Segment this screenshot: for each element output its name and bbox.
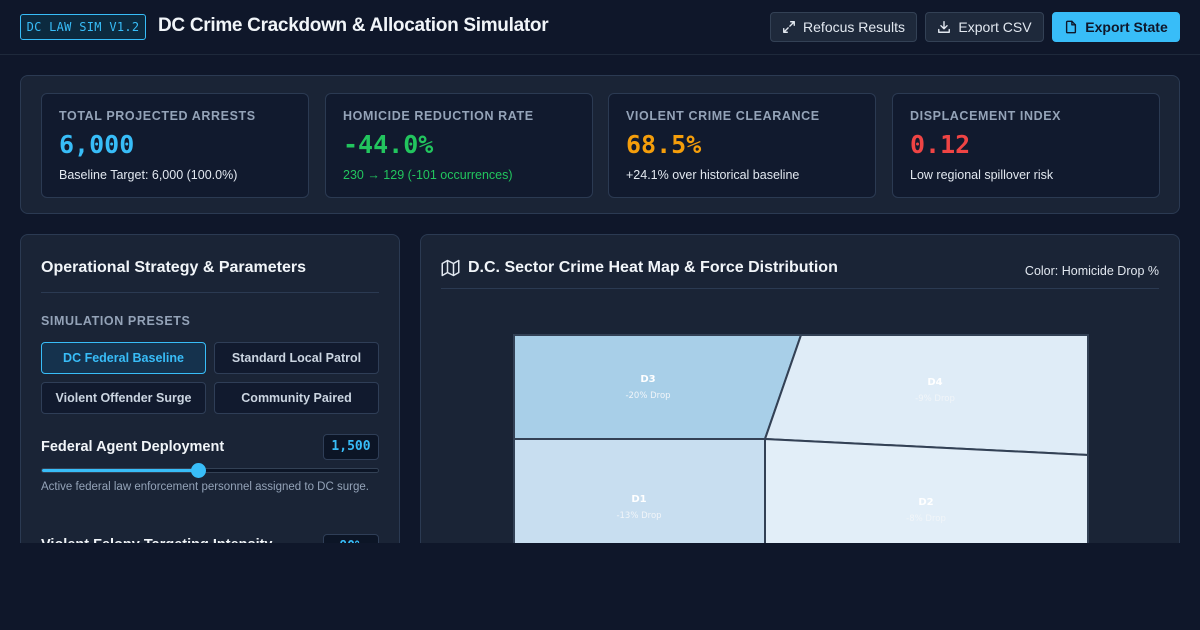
kpi-label: HOMICIDE REDUCTION RATE <box>343 109 534 123</box>
kpi-card-displacement: DISPLACEMENT INDEX 0.12 Low regional spi… <box>892 93 1160 198</box>
kpi-label: TOTAL PROJECTED ARRESTS <box>59 109 256 123</box>
kpi-label: VIOLENT CRIME CLEARANCE <box>626 109 820 123</box>
kpi-value: 0.12 <box>910 130 971 159</box>
kpi-card-clearance: VIOLENT CRIME CLEARANCE 68.5% +24.1% ove… <box>608 93 876 198</box>
download-icon <box>938 21 951 33</box>
sector-drop-label: -8% Drop <box>906 514 946 524</box>
export-state-button[interactable]: Export State <box>1052 12 1180 42</box>
kpi-card-homicide: HOMICIDE REDUCTION RATE -44.0% 230 → 129… <box>325 93 593 198</box>
preset-violent-offender-surge[interactable]: Violent Offender Surge <box>41 382 206 414</box>
sector-label: D1 <box>631 494 646 505</box>
app-title: DC Crime Crackdown & Allocation Simulato… <box>158 15 549 36</box>
file-icon <box>1066 20 1077 34</box>
divider <box>41 292 379 293</box>
kpi-subtext: Low regional spillover risk <box>910 168 1054 182</box>
kpi-subtext: 230 → 129 (-101 occurrences) <box>343 168 513 182</box>
kpi-value: -44.0% <box>343 130 434 159</box>
presets-label: SIMULATION PRESETS <box>41 314 191 328</box>
preset-standard-local-patrol[interactable]: Standard Local Patrol <box>214 342 379 374</box>
export-state-label: Export State <box>1085 19 1168 35</box>
divider <box>441 288 1159 289</box>
preset-dc-federal-baseline[interactable]: DC Federal Baseline <box>41 342 206 374</box>
param-help-text: Active federal law enforcement personnel… <box>41 481 369 493</box>
version-badge: DC LAW SIM V1.2 <box>20 14 146 40</box>
export-csv-label: Export CSV <box>958 19 1032 35</box>
sector-label: D3 <box>640 374 655 385</box>
expand-icon <box>783 21 795 33</box>
export-csv-button[interactable]: Export CSV <box>925 12 1044 42</box>
kpi-value: 6,000 <box>59 130 135 159</box>
map-icon <box>441 259 460 277</box>
panel-title: Operational Strategy & Parameters <box>41 259 306 276</box>
federal-agents-value-field[interactable]: 1,500 <box>323 434 379 460</box>
kpi-subtext: +24.1% over historical baseline <box>626 168 800 182</box>
sector-drop-label: -20% Drop <box>625 391 670 401</box>
map-title-row: D.C. Sector Crime Heat Map & Force Distr… <box>441 259 838 277</box>
sector-drop-label: -9% Drop <box>915 394 955 404</box>
heat-map-panel: D.C. Sector Crime Heat Map & Force Distr… <box>420 234 1180 564</box>
preset-community-paired[interactable]: Community Paired <box>214 382 379 414</box>
map-legend: Color: Homicide Drop % <box>1024 264 1159 278</box>
app-header: DC LAW SIM V1.2 DC Crime Crackdown & All… <box>0 0 1200 55</box>
kpi-label: DISPLACEMENT INDEX <box>910 109 1062 123</box>
refocus-results-label: Refocus Results <box>803 19 905 35</box>
sector-d3[interactable] <box>513 334 803 440</box>
kpi-panel: TOTAL PROJECTED ARRESTS 6,000 Baseline T… <box>20 75 1180 214</box>
sector-label: D4 <box>927 377 942 388</box>
slider-fill <box>42 469 199 472</box>
viewport-cutoff <box>0 543 1200 630</box>
kpi-value: 68.5% <box>626 130 702 159</box>
kpi-subtext: Baseline Target: 6,000 (100.0%) <box>59 168 238 182</box>
param-label-federal-agents: Federal Agent Deployment <box>41 439 225 455</box>
map-title: D.C. Sector Crime Heat Map & Force Distr… <box>468 259 838 276</box>
federal-agents-slider[interactable] <box>41 463 379 478</box>
slider-thumb[interactable] <box>191 463 207 478</box>
kpi-card-arrests: TOTAL PROJECTED ARRESTS 6,000 Baseline T… <box>41 93 309 198</box>
sector-label: D2 <box>918 497 933 508</box>
sector-drop-label: -13% Drop <box>616 511 661 521</box>
strategy-panel: Operational Strategy & Parameters SIMULA… <box>20 234 400 564</box>
refocus-results-button[interactable]: Refocus Results <box>770 12 917 42</box>
sector-map: D3 -20% Drop D4 -9% Drop D1 -13% Drop D2… <box>513 334 1089 562</box>
